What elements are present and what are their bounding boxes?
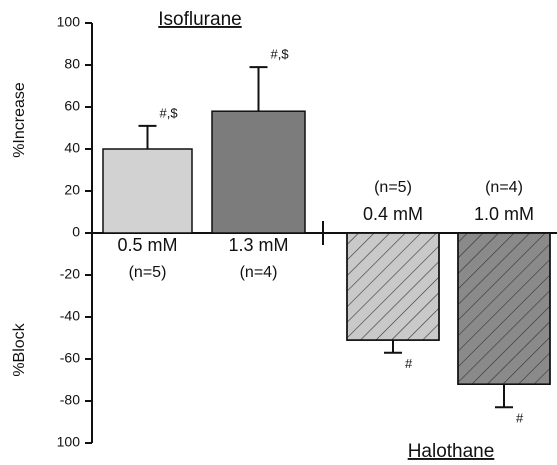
annotation: # — [516, 411, 524, 426]
bar-hatch — [457, 232, 551, 385]
n-label: (n=4) — [485, 179, 523, 196]
x-tick-label: 0.5 mM — [117, 235, 177, 255]
n-label: (n=4) — [240, 264, 278, 281]
y-tick-label: 80 — [64, 56, 80, 72]
y-tick-label: 40 — [64, 140, 80, 156]
x-tick-label: 1.0 mM — [474, 204, 534, 224]
y-tick-label: -40 — [60, 308, 80, 324]
y-tick-label: 0 — [72, 224, 80, 240]
bar — [211, 110, 306, 234]
y-tick-label: 100 — [57, 14, 81, 30]
group-label: Halothane — [408, 441, 495, 462]
group-label: Isoflurane — [158, 9, 241, 30]
y-tick-label: -80 — [60, 392, 80, 408]
y-tick-label: 100 — [57, 434, 81, 450]
n-label: (n=5) — [374, 179, 412, 196]
annotation: #,$ — [160, 105, 179, 120]
x-tick-label: 0.4 mM — [363, 204, 423, 224]
annotation: #,$ — [271, 47, 290, 62]
y-tick-label: -20 — [60, 266, 80, 282]
y-label-top: %Increase — [11, 82, 28, 158]
y-tick-label: 20 — [64, 182, 80, 198]
bar — [102, 148, 193, 234]
x-tick-label: 1.3 mM — [228, 235, 288, 255]
y-label-bottom: %Block — [11, 322, 28, 376]
annotation: # — [405, 356, 413, 371]
y-tick-label: 60 — [64, 98, 80, 114]
n-label: (n=5) — [129, 264, 167, 281]
bar-hatch — [346, 232, 440, 341]
y-tick-label: -60 — [60, 350, 80, 366]
